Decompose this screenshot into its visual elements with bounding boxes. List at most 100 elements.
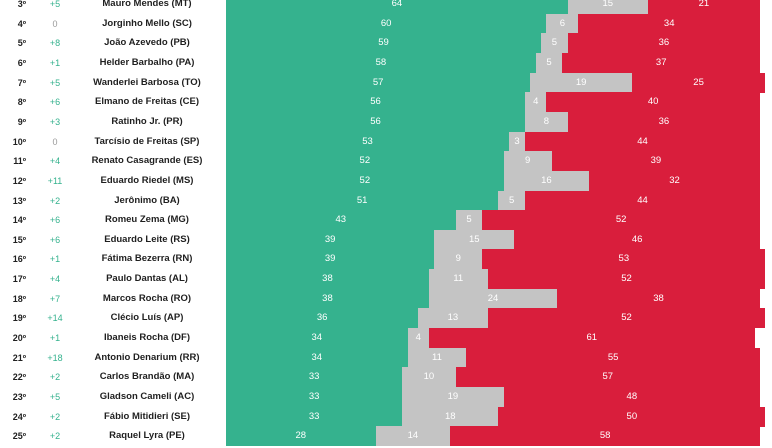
disapprove-value-label: 37 [655, 56, 667, 68]
rank-change-label: +2 [49, 431, 61, 442]
disapprove-bar [487, 269, 766, 290]
disapprove-value-label: 55 [607, 351, 619, 363]
table-row: 11º +4 Renato Casagrande (ES) 52 9 39 [0, 151, 772, 173]
approve-bar [226, 308, 419, 329]
neutral-value-label: 5 [551, 37, 558, 49]
disapprove-value-label: 44 [637, 135, 648, 147]
neutral-bar [567, 0, 648, 14]
table-row: 15º +6 Eduardo Leite (RS) 39 15 46 [0, 229, 772, 252]
approve-value-label: 60 [380, 17, 392, 29]
disapprove-value-label: 32 [669, 174, 680, 186]
disapprove-bar [647, 0, 760, 14]
approve-value-label: 39 [324, 233, 336, 245]
rank-change-label: +5 [49, 392, 61, 402]
governor-name: Clécio Luís (AP) [110, 312, 184, 324]
neutral-bar [525, 92, 547, 113]
neutral-value-label: 5 [509, 194, 515, 206]
disapprove-value-label: 57 [602, 371, 614, 383]
neutral-value-label: 19 [575, 76, 587, 88]
rank-label: 19º [12, 313, 26, 324]
rank-change-label: +7 [49, 293, 61, 304]
neutral-value-label: 9 [455, 253, 461, 265]
disapprove-bar [525, 131, 760, 152]
neutral-value-label: 8 [543, 115, 550, 127]
neutral-bar [434, 249, 483, 270]
rank-change-label: +4 [49, 156, 61, 167]
approve-value-label: 38 [322, 292, 333, 304]
approve-bar [226, 249, 435, 270]
rank-change-label: +3 [49, 116, 61, 127]
neutral-value-label: 9 [525, 155, 531, 167]
rank-change-label: +5 [49, 77, 61, 88]
rank-label: 21º [12, 352, 26, 363]
table-row: 3º +5 Mauro Mendes (MT) 64 15 21 [0, 0, 772, 16]
approve-bar [226, 13, 547, 34]
disapprove-value-label: 40 [647, 96, 659, 108]
rank-label: 17º [12, 274, 26, 285]
governor-name: Ratinho Jr. (PR) [111, 115, 183, 127]
rank-change-label: +2 [49, 195, 61, 206]
table-row: 8º +6 Elmano de Freitas (CE) 56 4 40 [0, 92, 772, 114]
rank-label: 18º [12, 293, 26, 304]
rank-label: 9º [17, 116, 26, 127]
table-row: 10º 0 Tarcísio de Freitas (SP) 53 3 44 [0, 131, 772, 154]
rank-change-label: +5 [49, 0, 61, 9]
disapprove-value-label: 50 [626, 410, 638, 422]
approve-value-label: 33 [308, 410, 320, 422]
rank-label: 4º [17, 18, 26, 29]
table-row: 22º +2 Carlos Brandão (MA) 33 10 57 [0, 367, 772, 389]
rank-label: 11º [13, 156, 26, 167]
rank-change-label: +14 [47, 313, 63, 324]
governor-name: Tarcísio de Freitas (SP) [94, 135, 200, 147]
rank-change-label: +8 [49, 38, 61, 49]
governor-name: Helder Barbalho (PA) [99, 56, 195, 68]
disapprove-bar [466, 347, 760, 368]
disapprove-bar [487, 308, 766, 329]
table-row: 20º +1 Ibaneis Rocha (DF) 34 4 61 [0, 328, 772, 350]
governor-name: Raquel Lyra (PE) [109, 430, 185, 442]
governor-name: Antonio Denarium (RR) [94, 351, 200, 363]
disapprove-value-label: 36 [658, 37, 670, 49]
governor-name: Romeu Zema (MG) [105, 214, 189, 226]
neutral-bar [530, 72, 632, 93]
approve-bar [226, 347, 408, 368]
disapprove-bar [503, 387, 760, 407]
rank-label: 5º [17, 38, 26, 49]
disapprove-bar [514, 229, 760, 250]
table-row: 18º +7 Marcos Rocha (RO) 38 24 38 [0, 288, 772, 311]
neutral-bar [402, 387, 504, 407]
approve-bar [226, 210, 456, 231]
neutral-value-label: 16 [541, 174, 552, 186]
governor-name: Fátima Bezerra (RN) [101, 253, 193, 265]
rank-label: 10º [12, 136, 26, 147]
neutral-bar [428, 288, 558, 309]
table-row: 4º 0 Jorginho Mello (SC) 60 6 34 [0, 13, 772, 36]
table-row: 21º +18 Antonio Denarium (RR) 34 11 55 [0, 347, 772, 370]
rank-label: 7º [17, 77, 26, 88]
disapprove-value-label: 61 [586, 332, 598, 344]
neutral-value-label: 5 [546, 56, 552, 68]
governor-name: João Azevedo (PB) [104, 37, 190, 49]
approve-value-label: 33 [308, 371, 320, 383]
approve-bar [226, 328, 408, 349]
rank-label: 14º [12, 215, 26, 226]
rank-change-label: +4 [49, 274, 61, 285]
neutral-value-label: 18 [444, 410, 456, 422]
approve-value-label: 34 [311, 351, 323, 363]
rank-label: 12º [12, 175, 26, 186]
neutral-bar [407, 328, 429, 349]
approve-bar [226, 387, 403, 407]
disapprove-bar [551, 151, 760, 172]
neutral-value-label: 10 [423, 371, 435, 383]
disapprove-bar [562, 52, 760, 73]
disapprove-value-label: 25 [693, 76, 704, 88]
table-row: 13º +2 Jerônimo (BA) 51 5 44 [0, 190, 772, 213]
governor-name: Renato Casagrande (ES) [91, 155, 203, 167]
approve-bar [226, 170, 504, 191]
governor-name: Ibaneis Rocha (DF) [103, 332, 191, 344]
approve-value-label: 52 [359, 155, 371, 167]
governor-name: Jerônimo (BA) [114, 194, 180, 206]
table-row: 5º +8 João Azevedo (PB) 59 5 36 [0, 33, 772, 55]
disapprove-bar [482, 210, 760, 231]
table-row: 16º +1 Fátima Bezerra (RN) 39 9 53 [0, 249, 772, 271]
